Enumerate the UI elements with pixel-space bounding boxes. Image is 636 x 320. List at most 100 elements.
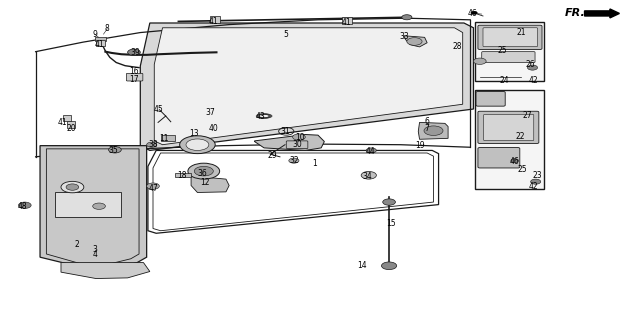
- Circle shape: [382, 262, 397, 270]
- FancyBboxPatch shape: [483, 115, 534, 140]
- Circle shape: [289, 158, 299, 163]
- Polygon shape: [155, 28, 463, 145]
- Text: 25: 25: [518, 165, 527, 174]
- Text: 2: 2: [74, 240, 80, 249]
- Text: 38: 38: [148, 140, 158, 149]
- Text: 20: 20: [67, 124, 76, 132]
- Polygon shape: [418, 123, 448, 139]
- Text: 5: 5: [284, 30, 289, 39]
- Circle shape: [407, 38, 422, 45]
- Text: 18: 18: [177, 171, 186, 180]
- FancyBboxPatch shape: [478, 148, 520, 168]
- Polygon shape: [61, 263, 150, 278]
- Text: 23: 23: [532, 171, 542, 180]
- Circle shape: [366, 148, 377, 153]
- Circle shape: [424, 126, 443, 135]
- Text: FR.: FR.: [565, 8, 585, 19]
- Bar: [67, 121, 75, 128]
- Text: 46: 46: [468, 9, 478, 18]
- Bar: [95, 37, 106, 41]
- Text: 27: 27: [523, 111, 532, 120]
- Text: 12: 12: [200, 178, 210, 187]
- Text: 15: 15: [386, 219, 396, 228]
- Text: 31: 31: [280, 127, 290, 136]
- Circle shape: [109, 147, 121, 153]
- Text: 22: 22: [515, 132, 525, 140]
- Text: 48: 48: [18, 202, 28, 211]
- Circle shape: [93, 203, 106, 209]
- Text: 32: 32: [289, 156, 299, 165]
- Circle shape: [147, 142, 157, 147]
- Circle shape: [511, 159, 518, 163]
- Text: 43: 43: [256, 112, 266, 121]
- Text: 8: 8: [105, 24, 109, 33]
- FancyBboxPatch shape: [478, 25, 542, 50]
- Text: 37: 37: [205, 108, 215, 117]
- Text: 29: 29: [268, 151, 277, 160]
- Text: 45: 45: [153, 105, 163, 114]
- Text: 13: 13: [189, 129, 198, 138]
- Text: 30: 30: [293, 140, 303, 149]
- Polygon shape: [404, 36, 427, 47]
- FancyBboxPatch shape: [476, 92, 505, 106]
- Circle shape: [128, 49, 141, 55]
- Text: 26: 26: [525, 60, 535, 69]
- Text: 3: 3: [92, 245, 97, 254]
- Text: 46: 46: [510, 157, 520, 166]
- Bar: [175, 173, 191, 177]
- Text: 44: 44: [365, 147, 375, 156]
- Text: 21: 21: [516, 28, 526, 37]
- Circle shape: [194, 166, 213, 176]
- Text: 35: 35: [109, 146, 118, 155]
- Polygon shape: [191, 176, 229, 193]
- Text: 1: 1: [312, 159, 317, 168]
- Bar: [475, 90, 544, 189]
- Text: 4: 4: [92, 251, 97, 260]
- Text: 17: 17: [129, 75, 139, 84]
- Circle shape: [530, 179, 541, 184]
- Circle shape: [527, 65, 537, 70]
- Text: 42: 42: [529, 182, 539, 191]
- Bar: [210, 16, 219, 23]
- Bar: [55, 192, 121, 217]
- Circle shape: [361, 172, 377, 179]
- Text: 47: 47: [148, 184, 158, 193]
- Circle shape: [66, 184, 79, 190]
- Text: 41: 41: [94, 40, 104, 49]
- Polygon shape: [141, 23, 473, 150]
- Bar: [342, 17, 352, 24]
- Circle shape: [471, 11, 477, 14]
- FancyBboxPatch shape: [127, 73, 143, 81]
- Text: 16: 16: [129, 67, 139, 76]
- Bar: [96, 40, 105, 46]
- Bar: [161, 135, 174, 141]
- Circle shape: [402, 15, 412, 20]
- Circle shape: [61, 181, 84, 193]
- Circle shape: [18, 202, 31, 208]
- Text: 25: 25: [497, 45, 507, 55]
- Text: 11: 11: [160, 134, 169, 143]
- Circle shape: [179, 136, 215, 154]
- FancyBboxPatch shape: [478, 111, 539, 143]
- Circle shape: [473, 58, 486, 64]
- Text: 34: 34: [363, 172, 372, 181]
- Text: 10: 10: [295, 133, 305, 142]
- FancyBboxPatch shape: [286, 141, 308, 148]
- Text: 24: 24: [500, 76, 509, 85]
- Polygon shape: [254, 134, 324, 150]
- Text: 40: 40: [209, 124, 219, 133]
- Bar: [475, 22, 544, 81]
- Circle shape: [293, 134, 305, 140]
- Circle shape: [186, 139, 209, 150]
- Text: 33: 33: [399, 32, 409, 41]
- Polygon shape: [40, 146, 147, 269]
- Bar: [63, 115, 71, 121]
- Text: 39: 39: [130, 48, 140, 57]
- Text: 42: 42: [529, 76, 539, 85]
- Circle shape: [383, 199, 396, 205]
- FancyBboxPatch shape: [481, 52, 535, 62]
- Text: 6: 6: [425, 117, 429, 126]
- Text: 28: 28: [453, 42, 462, 52]
- Polygon shape: [584, 9, 619, 18]
- Circle shape: [188, 163, 219, 179]
